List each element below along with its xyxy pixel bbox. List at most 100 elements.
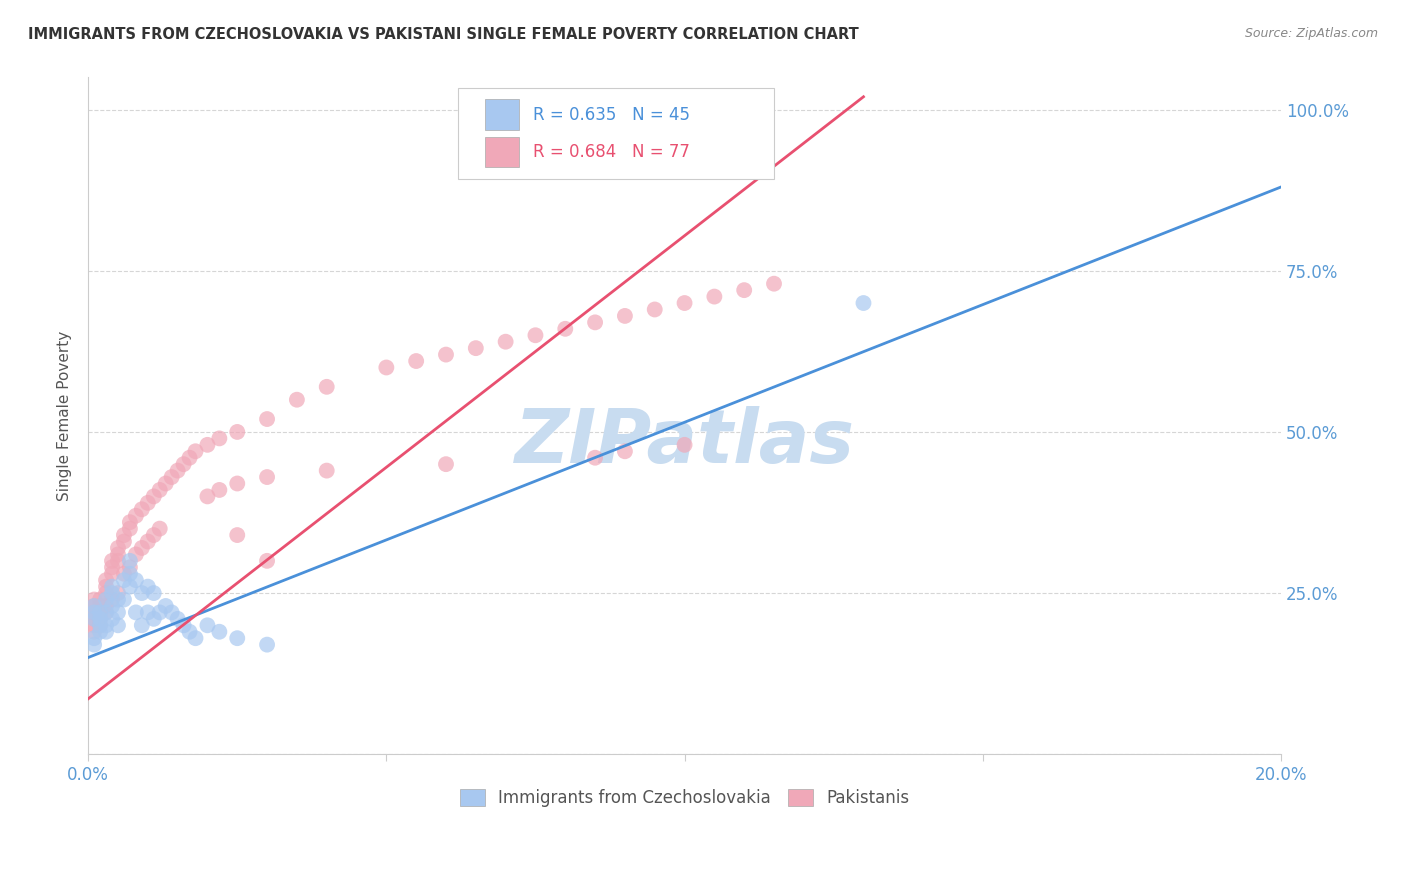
- Point: [118, 566, 141, 581]
- Point: [83, 624, 105, 639]
- Point: [112, 573, 135, 587]
- Point: [226, 631, 249, 645]
- Point: [703, 289, 725, 303]
- Point: [125, 548, 148, 562]
- Point: [142, 489, 165, 503]
- Point: [136, 534, 159, 549]
- Point: [495, 334, 517, 349]
- Point: [166, 464, 188, 478]
- Point: [256, 470, 278, 484]
- Point: [763, 277, 786, 291]
- Point: [118, 522, 141, 536]
- Y-axis label: Single Female Poverty: Single Female Poverty: [58, 331, 72, 501]
- Point: [89, 612, 111, 626]
- Point: [613, 309, 636, 323]
- Point: [101, 554, 124, 568]
- Point: [94, 580, 117, 594]
- Point: [208, 624, 231, 639]
- Point: [94, 624, 117, 639]
- Point: [89, 618, 111, 632]
- Point: [184, 444, 207, 458]
- Point: [166, 612, 188, 626]
- Point: [149, 522, 172, 536]
- Point: [101, 592, 124, 607]
- Point: [136, 496, 159, 510]
- Point: [107, 554, 129, 568]
- Point: [155, 599, 177, 613]
- Point: [112, 528, 135, 542]
- Point: [101, 580, 124, 594]
- Point: [226, 476, 249, 491]
- Point: [644, 302, 666, 317]
- Point: [94, 573, 117, 587]
- Point: [94, 606, 117, 620]
- Point: [173, 618, 195, 632]
- Point: [83, 606, 105, 620]
- Point: [101, 566, 124, 581]
- Point: [142, 586, 165, 600]
- Point: [852, 296, 875, 310]
- Point: [89, 606, 111, 620]
- Point: [89, 612, 111, 626]
- Point: [434, 457, 457, 471]
- Point: [101, 560, 124, 574]
- Point: [131, 586, 153, 600]
- Point: [136, 580, 159, 594]
- Point: [673, 296, 696, 310]
- Text: R = 0.684   N = 77: R = 0.684 N = 77: [533, 143, 690, 161]
- Point: [613, 444, 636, 458]
- Point: [107, 586, 129, 600]
- Text: Source: ZipAtlas.com: Source: ZipAtlas.com: [1244, 27, 1378, 40]
- Point: [644, 103, 666, 117]
- Point: [160, 470, 183, 484]
- Point: [125, 606, 148, 620]
- Point: [83, 606, 105, 620]
- Point: [94, 618, 117, 632]
- Point: [256, 412, 278, 426]
- Point: [149, 606, 172, 620]
- Point: [554, 322, 576, 336]
- Point: [405, 354, 427, 368]
- Point: [118, 580, 141, 594]
- Point: [142, 612, 165, 626]
- Point: [89, 624, 111, 639]
- Point: [464, 341, 486, 355]
- Point: [125, 508, 148, 523]
- Point: [226, 528, 249, 542]
- Point: [131, 541, 153, 555]
- Point: [107, 592, 129, 607]
- Point: [226, 425, 249, 439]
- Point: [184, 631, 207, 645]
- Point: [160, 606, 183, 620]
- Point: [94, 592, 117, 607]
- Point: [285, 392, 308, 407]
- Point: [179, 624, 201, 639]
- Point: [197, 618, 219, 632]
- Point: [131, 502, 153, 516]
- Point: [83, 599, 105, 613]
- Point: [208, 483, 231, 497]
- Point: [89, 618, 111, 632]
- Point: [583, 450, 606, 465]
- Point: [118, 560, 141, 574]
- Point: [118, 554, 141, 568]
- Point: [256, 554, 278, 568]
- Point: [107, 618, 129, 632]
- Point: [112, 592, 135, 607]
- Text: R = 0.635   N = 45: R = 0.635 N = 45: [533, 105, 690, 124]
- Point: [733, 283, 755, 297]
- Point: [112, 566, 135, 581]
- Point: [434, 348, 457, 362]
- Point: [583, 315, 606, 329]
- Point: [83, 592, 105, 607]
- Point: [107, 548, 129, 562]
- Text: ZIPatlas: ZIPatlas: [515, 407, 855, 479]
- Point: [83, 618, 105, 632]
- Legend: Immigrants from Czechoslovakia, Pakistanis: Immigrants from Czechoslovakia, Pakistan…: [453, 782, 915, 814]
- Point: [83, 631, 105, 645]
- Point: [101, 586, 124, 600]
- Point: [107, 606, 129, 620]
- Point: [173, 457, 195, 471]
- Point: [112, 534, 135, 549]
- Point: [256, 638, 278, 652]
